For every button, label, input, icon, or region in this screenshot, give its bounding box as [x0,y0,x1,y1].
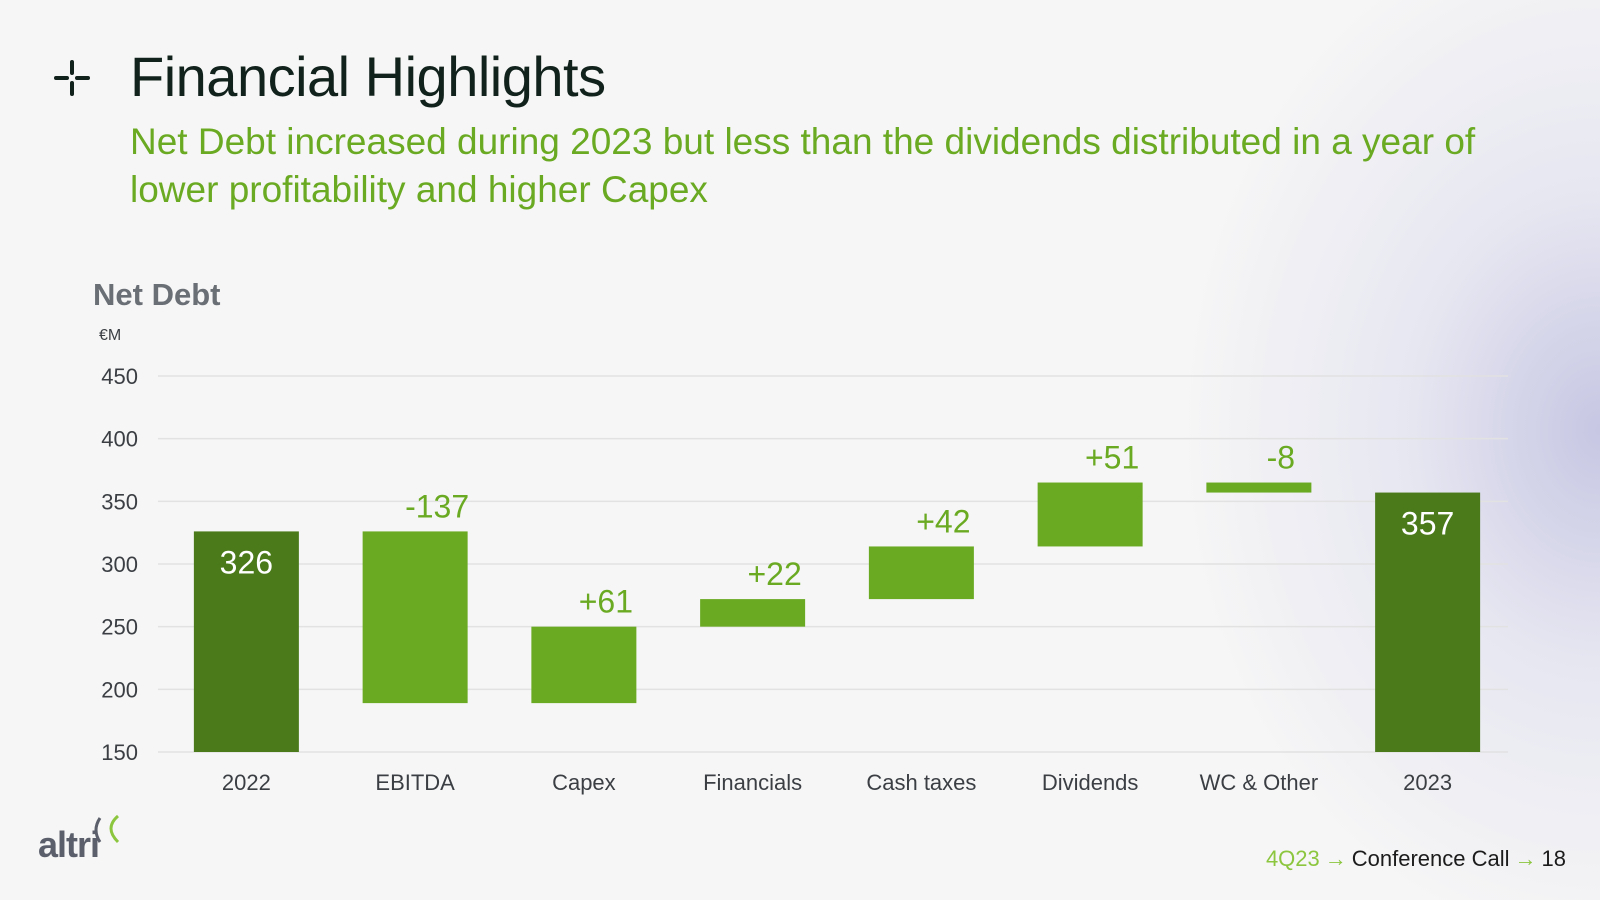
x-tick-label: 2022 [222,770,271,795]
x-tick-label: EBITDA [375,770,455,795]
arrow-right-icon: → [1324,846,1347,871]
y-tick-label: 150 [101,740,138,765]
y-tick-label: 200 [101,677,138,702]
bar [1206,482,1312,493]
data-label: -137 [405,488,469,524]
altri-logo-mark [94,814,120,844]
data-label: -8 [1267,440,1295,476]
page-subtitle: Net Debt increased during 2023 but less … [130,121,1476,210]
x-tick-label: Cash taxes [866,770,976,795]
x-tick-label: 2023 [1403,770,1452,795]
y-tick-label: 450 [101,364,138,389]
data-label: 357 [1401,506,1454,542]
y-tick-label: 250 [101,615,138,640]
bar [1037,482,1143,547]
footer-event: Conference Call [1351,846,1510,871]
bar [1375,492,1481,752]
footer: 4Q23 → Conference Call → 18 [1266,846,1566,872]
data-label: +22 [747,556,801,592]
sparkle-icon [54,60,90,96]
data-label: +42 [916,503,970,539]
data-label: +51 [1085,440,1139,476]
footer-page-number: 18 [1541,846,1566,871]
bar [193,531,299,752]
data-label: 326 [220,544,273,580]
footer-period: 4Q23 [1265,846,1320,871]
arrow-right-icon: → [1514,846,1537,871]
chart-title: Net Debt [93,277,221,312]
chart-unit: €M [99,327,122,344]
bar [700,599,806,627]
page-title: Financial Highlights [130,45,606,108]
x-tick-label: Dividends [1042,770,1139,795]
altri-logo-text: altri [38,824,100,865]
y-tick-label: 350 [101,489,138,514]
bar [531,626,637,704]
bar [362,531,468,704]
y-tick-label: 400 [101,427,138,452]
bar [868,546,974,600]
x-tick-label: WC & Other [1200,770,1319,795]
x-tick-label: Capex [552,770,616,795]
data-label: +61 [579,584,633,620]
x-tick-label: Financials [703,770,802,795]
y-tick-label: 300 [101,552,138,577]
